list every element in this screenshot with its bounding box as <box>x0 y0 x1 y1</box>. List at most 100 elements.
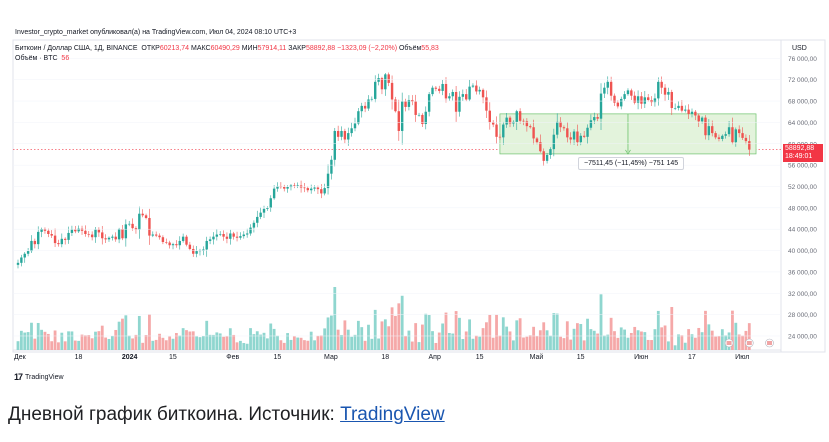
volume-bar <box>195 336 199 350</box>
volume-bar <box>501 317 505 350</box>
low-value: 57914,11 <box>257 45 287 52</box>
candle-body <box>320 189 323 194</box>
candle-body <box>572 131 576 140</box>
candle-body <box>37 231 40 245</box>
candle-body <box>518 111 522 121</box>
volume-bar <box>414 323 418 350</box>
volume-bar <box>279 340 283 350</box>
candle-body <box>60 238 64 245</box>
candle-body <box>485 97 488 111</box>
volume-bar <box>592 330 596 350</box>
volume-bar <box>289 339 293 350</box>
volume-bar <box>265 338 269 350</box>
candle-body <box>640 96 643 104</box>
volume-bar <box>60 332 64 350</box>
volume-bar <box>559 336 562 350</box>
volume-bar <box>589 329 593 350</box>
candle-body <box>340 130 343 137</box>
candle-body <box>673 108 677 109</box>
volume-bar <box>84 335 87 350</box>
volume-bar <box>124 315 128 350</box>
x-tick-label: Дек <box>14 354 27 361</box>
candle-body <box>33 240 37 245</box>
volume-bar <box>158 333 161 350</box>
candle-body <box>727 127 731 135</box>
volume-bar <box>174 333 178 350</box>
candle-body <box>576 131 579 143</box>
volume-bar <box>90 338 94 350</box>
candle-body <box>424 111 427 125</box>
tradingview-logo[interactable]: 17 TradingView <box>14 372 64 382</box>
chart-frame <box>12 39 826 353</box>
candle-body <box>50 234 53 236</box>
volume-bar <box>498 335 502 350</box>
volume-bar <box>208 334 212 350</box>
volume-bar <box>451 333 455 350</box>
volume-bar <box>107 338 111 350</box>
source-link[interactable]: TradingView <box>340 404 445 425</box>
volume-bar <box>286 333 289 350</box>
candle-body <box>70 229 74 233</box>
candle-body <box>117 229 121 240</box>
candle-body <box>266 207 269 209</box>
candle-body <box>279 186 283 188</box>
candle-body <box>454 91 458 112</box>
volume-bar <box>16 341 20 350</box>
volume-bar <box>549 335 552 350</box>
volume-bar <box>326 317 330 350</box>
volume-bar <box>168 336 172 350</box>
volume-bar <box>454 311 458 350</box>
volume-bar <box>528 335 532 350</box>
volume-bar <box>629 332 633 350</box>
volume-bar <box>212 334 215 350</box>
candle-body <box>90 234 94 238</box>
volume-value: 55,83 <box>421 45 439 52</box>
candle-body <box>498 136 502 138</box>
volume-bar <box>19 330 23 350</box>
volume-bar <box>710 330 714 350</box>
volume-bar <box>73 340 77 350</box>
candle-body <box>232 233 235 237</box>
candle-body <box>579 135 582 143</box>
y-tick-label: 64 000,00 <box>788 120 817 127</box>
volume-bar <box>222 336 225 350</box>
volume-bar <box>343 320 347 350</box>
volume-bar <box>737 334 741 350</box>
tradingview-logo-text: TradingView <box>25 373 64 381</box>
candle-body <box>208 239 212 241</box>
volume-bar <box>717 336 721 350</box>
candle-body <box>323 188 326 194</box>
x-tick-label: 15 <box>577 354 585 361</box>
last-price-tag: 58892,88 18:49:01 <box>783 144 823 162</box>
volume-bar <box>670 307 674 350</box>
candle-body <box>63 238 67 240</box>
candle-body <box>475 85 478 92</box>
volume-bar <box>569 339 573 350</box>
candle-body <box>262 208 266 213</box>
volume-bar <box>299 337 303 350</box>
us-flag-icon <box>765 338 774 348</box>
y-tick-label: 68 000,00 <box>788 99 817 106</box>
volume-bar <box>239 340 242 350</box>
candle-body <box>444 83 448 99</box>
candle-body <box>336 130 340 137</box>
volume-bar <box>394 315 397 350</box>
volume-bar <box>70 331 74 350</box>
flag-stripe <box>767 341 773 343</box>
candle-body <box>276 186 279 189</box>
candle-body <box>390 82 394 100</box>
volume-bar <box>387 326 391 350</box>
candle-body <box>229 233 232 239</box>
volume-bar <box>616 337 620 350</box>
candle-body <box>593 117 596 121</box>
candle-body <box>748 141 751 150</box>
open-value: 60213,74 <box>159 45 190 52</box>
candle-body <box>707 126 711 136</box>
volume-bar <box>225 336 229 350</box>
high-label: МАКС <box>191 45 211 52</box>
candle-body <box>434 87 438 89</box>
candle-body <box>653 98 657 103</box>
volume-bar <box>532 326 536 350</box>
candle-body <box>438 88 441 91</box>
